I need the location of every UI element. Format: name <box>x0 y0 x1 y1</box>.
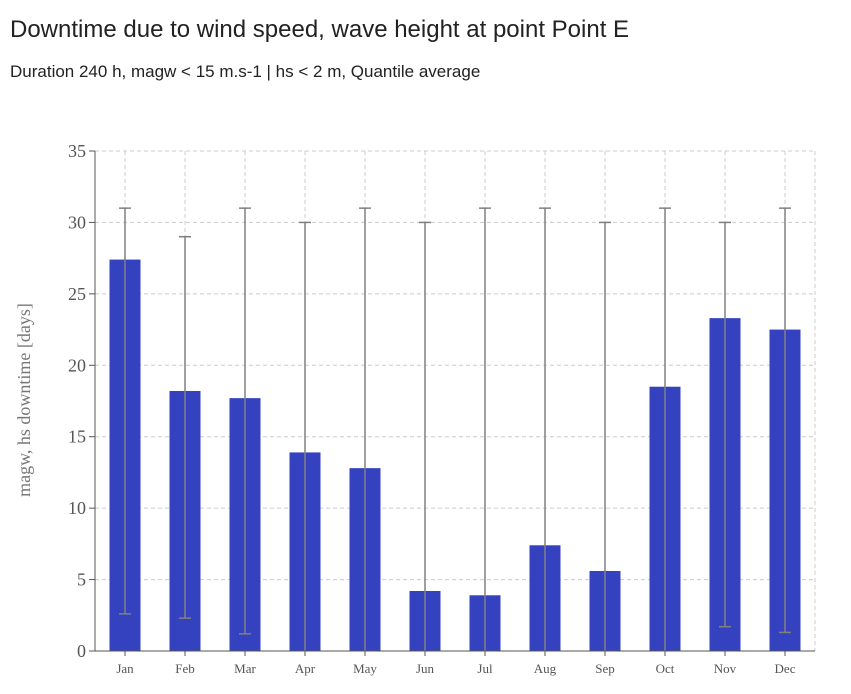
grid <box>95 150 816 651</box>
x-tick-label: Feb <box>175 661 195 676</box>
x-tick-label: Jun <box>416 661 435 676</box>
x-tick-label: Jan <box>116 661 134 676</box>
y-tick-label: 25 <box>68 284 86 304</box>
x-tick-label: Dec <box>775 661 796 676</box>
x-tick-label: Apr <box>295 661 316 676</box>
x-tick-label: Nov <box>714 661 737 676</box>
chart-subtitle: Duration 240 h, magw < 15 m.s-1 | hs < 2… <box>10 62 481 81</box>
x-tick-label: Jul <box>477 661 493 676</box>
y-tick-labels: 0 5 10 15 20 25 30 35 <box>68 141 86 661</box>
x-tick-label: Sep <box>595 661 615 676</box>
x-tick-label: Oct <box>656 661 675 676</box>
y-tick-label: 0 <box>77 641 86 661</box>
y-axis-label: magw, hs downtime [days] <box>14 303 34 497</box>
x-tick-label: Mar <box>234 661 256 676</box>
y-tick-label: 20 <box>68 355 86 375</box>
chart-title: Downtime due to wind speed, wave height … <box>10 16 630 43</box>
x-tick-label: Aug <box>534 661 557 676</box>
y-tick-label: 30 <box>68 212 86 232</box>
axes <box>89 150 815 656</box>
y-tick-label: 5 <box>77 570 86 590</box>
error-bars <box>119 207 791 651</box>
x-tick-label: May <box>353 661 377 676</box>
y-tick-label: 15 <box>68 427 86 447</box>
y-tick-label: 35 <box>68 141 86 161</box>
x-tick-labels: Jan Feb Mar Apr May Jun Jul Aug Sep Oct Nov Dec <box>116 661 795 676</box>
y-tick-label: 10 <box>68 498 86 518</box>
bars <box>109 259 801 651</box>
